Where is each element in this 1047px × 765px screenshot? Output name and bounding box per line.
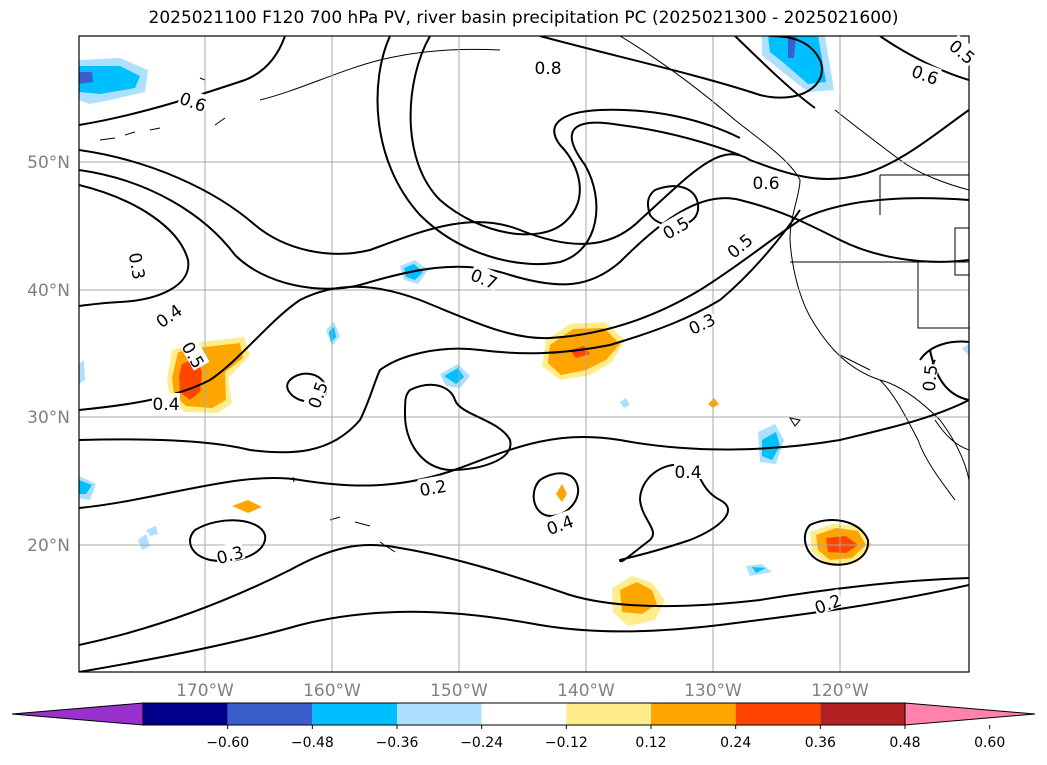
precip-negative-patch	[620, 398, 630, 408]
lon-label: 130°W	[684, 681, 742, 701]
lon-label: 150°W	[430, 681, 488, 701]
longitude-labels: 170°W 160°W 150°W 140°W 130°W 120°W	[176, 681, 869, 701]
lat-label: 30°N	[27, 408, 70, 428]
contour-label-bg	[127, 250, 151, 282]
colorbar: −0.60 −0.48 −0.36 −0.24 −0.12 0.12 0.24 0.36 0.4…	[11, 702, 1036, 751]
colorbar-segment	[566, 703, 651, 725]
contour-label-bg	[152, 393, 180, 411]
contour-label-bg	[179, 337, 210, 371]
colorbar-segment	[820, 703, 905, 725]
precip-positive-patch	[556, 484, 567, 502]
contour-label-bg	[909, 59, 942, 87]
colorbar-tick-label: 0.60	[974, 735, 1005, 751]
contour-label-bg	[302, 378, 330, 411]
colorbar-segment	[651, 703, 736, 725]
contour-label-bg	[468, 263, 502, 291]
latitude-labels: 50°N 40°N 30°N 20°N	[27, 153, 70, 556]
colorbar-segment	[481, 703, 567, 725]
colorbar-segment	[735, 703, 821, 725]
colorbar-tick-label: −0.48	[291, 735, 334, 751]
contour-label: 0.5	[920, 364, 942, 393]
colorbar-tick-label: −0.60	[206, 735, 249, 751]
graticule	[79, 36, 969, 672]
precip-negative-patch	[762, 432, 780, 460]
colorbar-tick-label: −0.36	[376, 735, 419, 751]
contour-label-bg	[811, 588, 844, 616]
contour-label-bg	[722, 228, 756, 261]
contour-label-bg	[946, 34, 980, 67]
precip-negative-patch	[788, 36, 796, 58]
precip-negative-patch	[79, 72, 93, 84]
contour-label-bg	[534, 57, 562, 75]
lon-label: 170°W	[176, 681, 234, 701]
precip-negative-patch	[79, 360, 85, 384]
contour-label: 0.2	[418, 477, 448, 501]
lat-label: 20°N	[27, 536, 70, 556]
contour-label-bg	[177, 86, 210, 114]
contour-label: 0.8	[534, 59, 561, 79]
contour-label-bg	[543, 509, 576, 537]
colorbar-extend-high	[904, 702, 1036, 726]
contour-label-bg	[752, 172, 780, 190]
precip-negative-patch	[752, 567, 766, 573]
colorbar-segment	[227, 703, 313, 725]
contour-label-bg	[684, 308, 718, 337]
contour-label: 0.6	[752, 174, 779, 194]
contour-label-bg	[151, 298, 185, 330]
colorbar-segment	[143, 703, 228, 725]
colorbar-extend-low	[11, 702, 144, 726]
precip-negative-patch	[79, 480, 92, 494]
contour-label-bg	[674, 461, 702, 479]
colorbar-tick-label: 0.36	[805, 735, 836, 751]
precip-negative-patch	[962, 344, 969, 356]
contour-label-bg	[917, 363, 939, 393]
precip-negative-patch	[146, 526, 158, 536]
colorbar-tick-label: −0.24	[460, 735, 503, 751]
islands	[99, 77, 801, 553]
map-frame	[78, 35, 970, 673]
colorbar-segment	[312, 703, 397, 725]
contour-label-bg	[658, 211, 692, 242]
lat-label: 40°N	[27, 281, 70, 301]
precip-negative-patch	[138, 534, 150, 550]
contour-label-bg	[213, 540, 246, 566]
map-title: 2025021100 F120 700 hPa PV, river basin …	[148, 8, 899, 28]
lon-label: 140°W	[557, 681, 615, 701]
contour-label-bg	[417, 474, 449, 498]
contour-label: 0.4	[152, 395, 179, 415]
colorbar-tick-label: 0.48	[889, 735, 920, 751]
lon-label: 160°W	[303, 681, 361, 701]
contour-label: 0.4	[674, 463, 701, 483]
colorbar-segment	[397, 703, 482, 725]
precip-negative-patch	[79, 66, 140, 94]
lon-label: 120°W	[811, 681, 869, 701]
colorbar-tick-label: −0.12	[545, 735, 588, 751]
colorbar-tick-label: 0.12	[635, 735, 666, 751]
contour-label: 0.3	[124, 251, 148, 281]
colorbar-tick-label: 0.24	[720, 735, 751, 751]
precip-positive-patch	[232, 500, 262, 513]
colorbar-frame	[142, 702, 906, 726]
lat-label: 50°N	[27, 153, 70, 173]
